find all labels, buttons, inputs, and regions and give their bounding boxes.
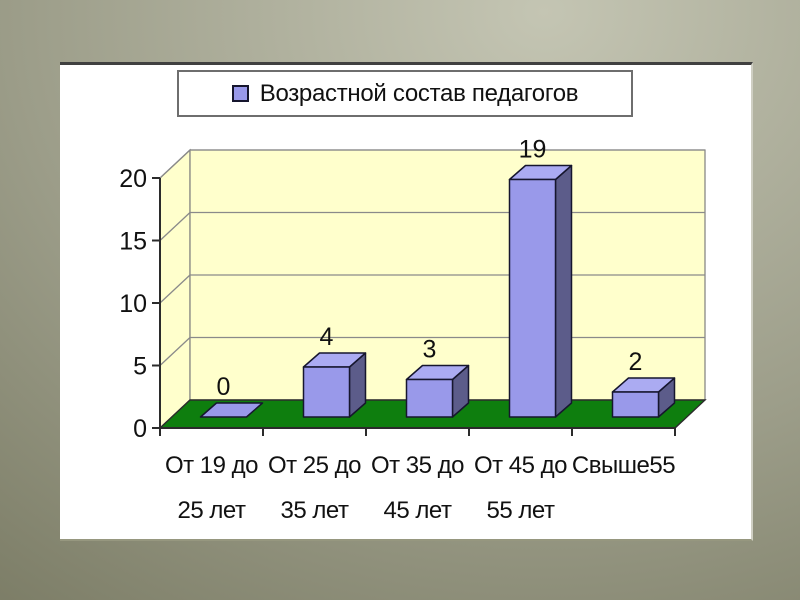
legend-swatch-icon <box>231 85 249 102</box>
category-label-2-line-0: От 35 до <box>371 452 464 479</box>
gridline-slant-10 <box>159 274 191 304</box>
y-tick-label-0: 0 <box>133 415 147 443</box>
bar-value-label-1: 4 <box>320 323 334 351</box>
bar-1 <box>302 366 351 418</box>
category-label-3-line-1: 55 лет <box>487 497 555 524</box>
bar-2 <box>405 378 454 418</box>
bar-value-label-2: 3 <box>423 336 437 364</box>
category-label-3-line-0: От 45 до <box>474 452 567 479</box>
category-label-4-line-0: Свыше55 <box>572 452 675 479</box>
category-label-1-line-1: 35 лет <box>281 497 349 524</box>
legend-box: Возрастной состав педагогов <box>177 70 633 117</box>
bar-value-label-3: 19 <box>519 136 547 164</box>
gridline-slant-15 <box>159 212 191 241</box>
legend-label: Возрастной состав педагогов <box>259 79 579 107</box>
category-label-1-line-0: От 25 до <box>268 452 361 479</box>
bar-4 <box>611 391 660 418</box>
bar-3 <box>508 178 557 418</box>
y-tick-label-5: 5 <box>133 353 147 381</box>
y-tick-label-20: 20 <box>119 165 147 193</box>
bar-3-side <box>554 164 573 418</box>
bar-value-label-4: 2 <box>629 348 643 376</box>
gridline-slant-20 <box>159 149 191 179</box>
chart-panel: 0 5 10 15 20 0 От 19 до 25 лет 4 От 25 до 35 лет 3 О… <box>60 62 753 541</box>
bar-value-label-0: 0 <box>217 373 231 401</box>
gridline-slant-5 <box>159 337 191 366</box>
y-tick-label-15: 15 <box>119 228 147 256</box>
y-tick-label-10: 10 <box>119 290 147 318</box>
category-label-2-line-1: 45 лет <box>384 497 452 524</box>
chart-svg: 0 5 10 15 20 0 От 19 до 25 лет 4 От 25 до 35 лет 3 О… <box>119 136 707 524</box>
category-label-0-line-0: От 19 до <box>165 452 258 479</box>
category-label-0-line-1: 25 лет <box>178 497 246 524</box>
bar-0 <box>199 402 264 418</box>
